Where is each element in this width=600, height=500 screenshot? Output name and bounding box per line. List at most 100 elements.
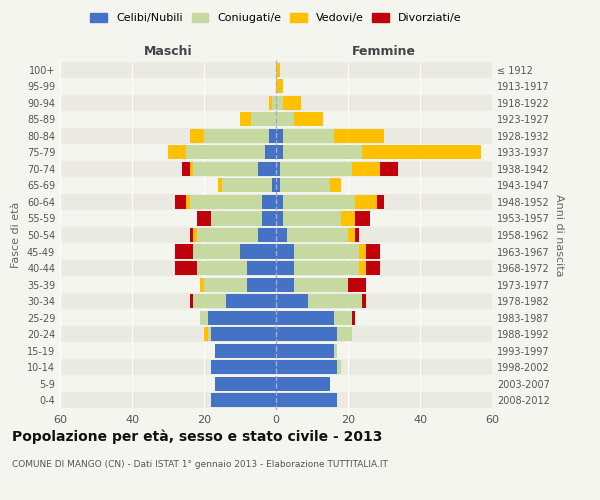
Bar <box>262 195 276 209</box>
Bar <box>186 146 265 160</box>
Y-axis label: Anni di nascita: Anni di nascita <box>554 194 563 276</box>
Bar <box>240 244 276 258</box>
Bar <box>211 393 276 407</box>
Bar <box>359 244 366 258</box>
Bar <box>60 342 492 359</box>
Text: COMUNE DI MANGO (CN) - Dati ISTAT 1° gennaio 2013 - Elaborazione TUTTITALIA.IT: COMUNE DI MANGO (CN) - Dati ISTAT 1° gen… <box>12 460 388 469</box>
Bar <box>283 146 362 160</box>
Bar <box>60 392 492 408</box>
Bar <box>193 294 226 308</box>
Bar <box>276 146 283 160</box>
Bar <box>190 228 193 242</box>
Bar <box>60 210 492 226</box>
Bar <box>330 178 341 192</box>
Bar <box>294 278 348 291</box>
Bar <box>380 162 398 176</box>
Bar <box>294 261 359 275</box>
Bar <box>294 112 323 126</box>
Bar <box>247 278 276 291</box>
Bar <box>362 294 366 308</box>
Bar <box>60 376 492 392</box>
Bar <box>276 129 283 143</box>
Bar <box>355 195 377 209</box>
Text: Popolazione per età, sesso e stato civile - 2013: Popolazione per età, sesso e stato civil… <box>12 430 382 444</box>
Bar <box>366 261 380 275</box>
Bar <box>265 146 276 160</box>
Bar <box>287 228 348 242</box>
Bar <box>276 80 283 94</box>
Bar <box>276 244 294 258</box>
Bar <box>175 244 193 258</box>
Bar <box>182 162 190 176</box>
Bar <box>294 244 359 258</box>
Bar <box>276 360 337 374</box>
Bar <box>269 96 272 110</box>
Bar <box>377 195 384 209</box>
Bar <box>60 160 492 177</box>
Bar <box>197 261 247 275</box>
Bar <box>197 228 258 242</box>
Bar <box>337 360 341 374</box>
Bar <box>190 294 193 308</box>
Bar <box>190 129 204 143</box>
Bar <box>60 94 492 111</box>
Bar <box>190 162 193 176</box>
Bar <box>348 228 355 242</box>
Bar <box>175 261 197 275</box>
Bar <box>60 260 492 276</box>
Bar <box>258 228 276 242</box>
Bar <box>215 376 276 390</box>
Bar <box>60 194 492 210</box>
Bar <box>211 212 262 226</box>
Bar <box>193 162 258 176</box>
Bar <box>215 344 276 357</box>
Bar <box>276 294 308 308</box>
Bar <box>341 212 355 226</box>
Bar <box>211 360 276 374</box>
Bar <box>283 96 301 110</box>
Bar <box>269 129 276 143</box>
Bar <box>280 178 330 192</box>
Bar <box>186 195 190 209</box>
Bar <box>218 178 222 192</box>
Bar <box>276 178 280 192</box>
Bar <box>262 212 276 226</box>
Bar <box>60 359 492 376</box>
Bar <box>276 310 334 324</box>
Bar <box>352 310 355 324</box>
Bar <box>204 278 247 291</box>
Bar <box>276 376 330 390</box>
Bar <box>208 327 211 341</box>
Bar <box>276 96 283 110</box>
Bar <box>352 162 380 176</box>
Bar <box>222 178 272 192</box>
Bar <box>258 162 276 176</box>
Bar <box>308 294 362 308</box>
Bar <box>334 129 384 143</box>
Bar <box>208 310 276 324</box>
Bar <box>272 178 276 192</box>
Text: Femmine: Femmine <box>352 46 416 59</box>
Bar <box>276 393 337 407</box>
Bar <box>193 228 197 242</box>
Bar <box>168 146 186 160</box>
Bar <box>272 96 276 110</box>
Bar <box>204 327 208 341</box>
Bar <box>355 212 370 226</box>
Bar <box>276 278 294 291</box>
Bar <box>60 276 492 293</box>
Bar <box>211 327 276 341</box>
Bar <box>276 228 287 242</box>
Bar <box>240 112 251 126</box>
Legend: Celibi/Nubili, Coniugati/e, Vedovi/e, Divorziati/e: Celibi/Nubili, Coniugati/e, Vedovi/e, Di… <box>86 8 466 28</box>
Bar <box>276 212 283 226</box>
Bar <box>60 177 492 194</box>
Bar <box>193 244 240 258</box>
Y-axis label: Fasce di età: Fasce di età <box>11 202 21 268</box>
Bar <box>276 327 337 341</box>
Bar <box>60 244 492 260</box>
Bar <box>280 162 352 176</box>
Bar <box>355 228 359 242</box>
Bar <box>190 195 262 209</box>
Bar <box>60 128 492 144</box>
